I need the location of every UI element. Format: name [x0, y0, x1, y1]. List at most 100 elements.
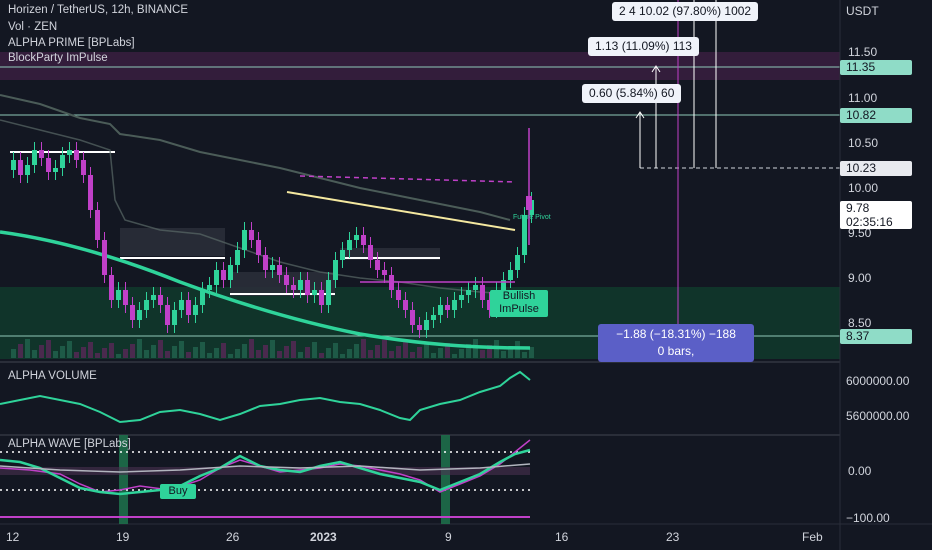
candle-body[interactable] — [431, 315, 436, 320]
candle-body[interactable] — [473, 285, 478, 290]
candle-body[interactable] — [333, 260, 338, 280]
candle-body[interactable] — [466, 290, 471, 295]
candle-body[interactable] — [508, 270, 513, 280]
candle-body[interactable] — [53, 168, 58, 172]
measure-box[interactable]: −1.88 (−18.31%) −188 0 bars, — [598, 324, 754, 362]
volume-bar — [445, 343, 450, 358]
candle-body[interactable] — [368, 245, 373, 260]
candle-body[interactable] — [452, 300, 457, 310]
candle-body[interactable] — [326, 280, 331, 305]
candle-body[interactable] — [46, 158, 51, 172]
candle-body[interactable] — [312, 290, 317, 295]
candle-body[interactable] — [319, 290, 324, 305]
candle-body[interactable] — [375, 260, 380, 270]
alpha-volume-line — [0, 370, 531, 424]
candle-body[interactable] — [263, 255, 268, 270]
candle-body[interactable] — [81, 160, 86, 175]
candle-body[interactable] — [501, 280, 506, 290]
volume-bar — [130, 344, 135, 358]
candle-body[interactable] — [410, 310, 415, 325]
candle-body[interactable] — [347, 240, 352, 250]
volume-bar — [193, 347, 198, 358]
candle-body[interactable] — [277, 265, 282, 275]
candle-body[interactable] — [291, 285, 296, 290]
candle-body[interactable] — [515, 255, 520, 270]
candle-body[interactable] — [214, 270, 219, 285]
bullish-impulse-label: Bullish ImPulse — [490, 290, 548, 317]
candle-body[interactable] — [144, 300, 149, 310]
candle-body[interactable] — [193, 305, 198, 315]
bar-countdown: 02:35:16 — [846, 215, 893, 229]
price-tick: 9.00 — [848, 271, 872, 285]
indicator-legend-impulse[interactable]: BlockParty ImPulse — [8, 52, 108, 64]
target-callout-top[interactable]: 2 4 10.02 (97.80%) 1002 — [612, 2, 759, 21]
volume-bar — [431, 353, 436, 358]
candle-body[interactable] — [382, 270, 387, 275]
candle-body[interactable] — [32, 150, 37, 165]
candle-body[interactable] — [403, 300, 408, 310]
candle-body[interactable] — [74, 150, 79, 160]
candle-body[interactable] — [165, 305, 170, 325]
volume-bar — [291, 341, 296, 358]
candle-body[interactable] — [102, 240, 107, 275]
alpha-volume-title[interactable]: ALPHA VOLUME — [8, 370, 97, 382]
candle-body[interactable] — [417, 325, 422, 330]
candle-body[interactable] — [39, 150, 44, 158]
target-callout-mid[interactable]: 1.13 (11.09%) 113 — [588, 37, 699, 56]
candle-body[interactable] — [235, 250, 240, 265]
candle-body[interactable] — [18, 160, 23, 175]
candle-body[interactable] — [95, 210, 100, 240]
target-callout-low[interactable]: 0.60 (5.84%) 60 — [582, 84, 682, 103]
candle-body[interactable] — [438, 305, 443, 315]
candle-body[interactable] — [424, 320, 429, 330]
candle-body[interactable] — [25, 165, 30, 175]
candle-body[interactable] — [123, 290, 128, 305]
candle-body[interactable] — [60, 155, 65, 168]
candle-body[interactable] — [116, 290, 121, 300]
volume-legend[interactable]: Vol · ZEN — [8, 21, 58, 33]
candle-body[interactable] — [340, 250, 345, 260]
candle-body[interactable] — [186, 300, 191, 315]
candle-body[interactable] — [137, 310, 142, 320]
candle-body[interactable] — [172, 310, 177, 325]
candle-body[interactable] — [67, 150, 72, 155]
candle-body[interactable] — [242, 230, 247, 250]
candle-body[interactable] — [221, 270, 226, 280]
alpha-wave-title[interactable]: ALPHA WAVE [BPLabs] — [8, 438, 131, 450]
candle-body[interactable] — [88, 175, 93, 210]
price-tag-1023: 10.23 — [840, 161, 912, 176]
indicator-legend-alpha-prime[interactable]: ALPHA PRIME [BPLabs] — [8, 37, 135, 49]
candle-body[interactable] — [526, 196, 532, 210]
wave-line-green — [0, 448, 531, 496]
candle-body[interactable] — [228, 265, 233, 280]
candle-body[interactable] — [11, 160, 16, 170]
candle-body[interactable] — [249, 230, 254, 240]
candle-body[interactable] — [445, 305, 450, 310]
candle-body[interactable] — [109, 275, 114, 300]
candle-body[interactable] — [158, 295, 163, 305]
candle-body[interactable] — [522, 215, 527, 255]
candle-body[interactable] — [305, 280, 310, 295]
candlesticks[interactable] — [11, 128, 534, 338]
trendline[interactable] — [286, 191, 516, 231]
symbol-title[interactable]: Horizen / TetherUS, 12h, BINANCE — [8, 4, 189, 16]
candle-body[interactable] — [151, 295, 156, 300]
volume-bar — [214, 348, 219, 358]
candle-body[interactable] — [179, 300, 184, 310]
candle-body[interactable] — [361, 235, 366, 245]
candle-body[interactable] — [284, 275, 289, 285]
candle-body[interactable] — [270, 265, 275, 270]
candle-body[interactable] — [200, 290, 205, 305]
candle-body[interactable] — [396, 290, 401, 300]
candle-body[interactable] — [256, 240, 261, 255]
volume-bar — [53, 351, 58, 358]
candle-body[interactable] — [480, 285, 485, 300]
volume-bar — [410, 352, 415, 358]
candle-body[interactable] — [487, 300, 492, 310]
candle-body[interactable] — [298, 280, 303, 290]
candle-body[interactable] — [354, 235, 359, 240]
candle-body[interactable] — [459, 295, 464, 300]
candle-body[interactable] — [207, 285, 212, 290]
candle-body[interactable] — [130, 305, 135, 320]
